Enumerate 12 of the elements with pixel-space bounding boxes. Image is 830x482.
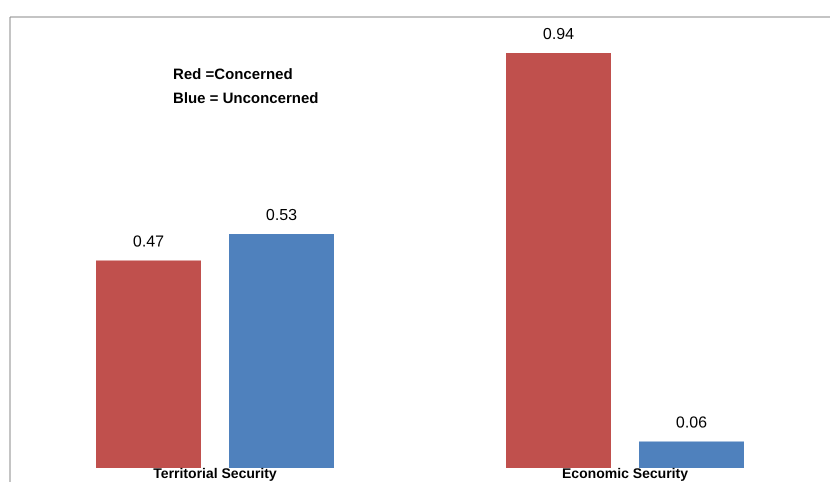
data-label: 0.53 bbox=[266, 207, 298, 224]
bar bbox=[229, 234, 334, 468]
bar bbox=[639, 442, 744, 468]
bar bbox=[506, 53, 611, 468]
x-tick-label: Territorial Security bbox=[153, 465, 277, 481]
data-label: 0.06 bbox=[676, 414, 708, 432]
data-label: 0.47 bbox=[132, 234, 164, 250]
annotation: Blue = Unconcerned bbox=[173, 90, 318, 107]
annotation: Red =Concerned bbox=[173, 66, 293, 83]
bar bbox=[96, 260, 201, 468]
data-label: 0.94 bbox=[542, 26, 574, 43]
x-tick-label: Economic Security bbox=[562, 465, 688, 481]
